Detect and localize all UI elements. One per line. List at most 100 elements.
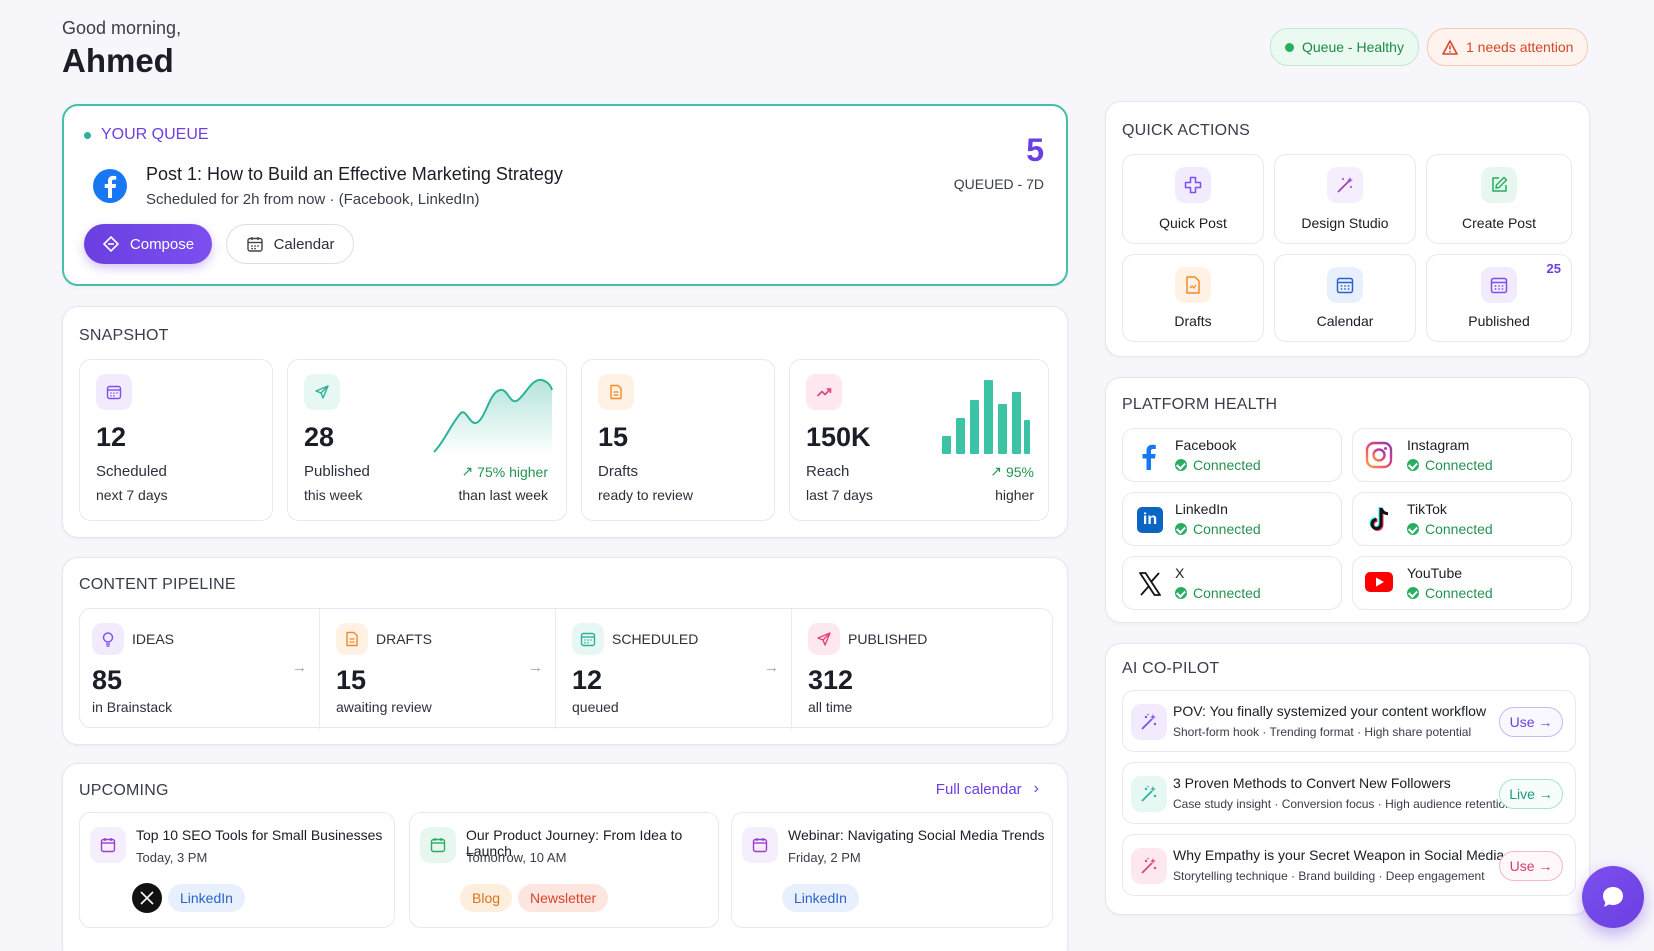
facebook-icon: [93, 169, 127, 203]
queue-post-meta: Scheduled for 2h from now · (Facebook, L…: [146, 191, 480, 208]
ai-copilot-card: AI CO-PILOT POV: You finally systemized …: [1105, 643, 1590, 915]
calendar-button[interactable]: Calendar: [226, 224, 354, 264]
use-suggestion-button[interactable]: Use →: [1499, 707, 1563, 737]
reach-sub: last 7 days: [806, 487, 873, 503]
published-trend-sub: than last week: [458, 487, 549, 503]
stage-sub: queued: [572, 699, 619, 715]
quick-post-button[interactable]: Quick Post: [1122, 154, 1264, 244]
upcoming-time: Friday, 2 PM: [788, 850, 861, 865]
stage-sub: all time: [808, 699, 853, 715]
compose-button[interactable]: Compose: [84, 224, 212, 264]
queue-health-badge[interactable]: Queue - Healthy: [1270, 28, 1419, 66]
status-dot-icon: [1285, 42, 1294, 52]
reach-bar-chart: [942, 380, 1030, 454]
arrow-right-icon: →: [292, 659, 307, 676]
suggestion-title: 3 Proven Methods to Convert New Follower…: [1173, 775, 1451, 791]
tag-blog[interactable]: Blog: [460, 884, 513, 912]
snapshot-reach[interactable]: 150K Reach last 7 days ↗ 95% higher: [789, 359, 1049, 521]
pipeline-stage-ideas[interactable]: IDEAS 85 in Brainstack →: [80, 609, 320, 729]
ai-suggestion[interactable]: Why Empathy is your Secret Weapon in Soc…: [1122, 834, 1576, 896]
calendar-icon: [96, 374, 132, 410]
x-logo-icon: [1139, 572, 1161, 596]
quick-action-label: Calendar: [1316, 313, 1374, 329]
platform-health-card: PLATFORM HEALTH Facebook Connected Insta…: [1105, 377, 1590, 623]
lightbulb-icon: [92, 623, 124, 655]
magic-wand-icon: [1327, 167, 1363, 203]
upcoming-time: Tomorrow, 10 AM: [466, 850, 567, 865]
queue-health-label: Queue - Healthy: [1302, 39, 1404, 55]
check-circle-icon: [1175, 523, 1187, 535]
queue-card: YOUR QUEUE Post 1: How to Build an Effec…: [62, 104, 1068, 286]
chat-fab-button[interactable]: [1582, 866, 1644, 928]
live-suggestion-button[interactable]: Live →: [1499, 779, 1563, 809]
tag-newsletter[interactable]: Newsletter: [518, 884, 609, 912]
sparkle-wand-icon: [1131, 776, 1167, 812]
trend-up-icon: ↗: [461, 463, 474, 479]
tag-linkedin[interactable]: LinkedIn: [782, 884, 859, 912]
quick-actions-card: QUICK ACTIONS Quick Post Design Studio C…: [1105, 101, 1590, 357]
snapshot-drafts[interactable]: 15 Drafts ready to review: [581, 359, 775, 521]
chat-bubble-icon: [1603, 887, 1623, 907]
pipeline-stage-published[interactable]: PUBLISHED 312 all time: [792, 609, 1052, 729]
platform-status: Connected: [1175, 585, 1261, 601]
check-circle-icon: [1175, 587, 1187, 599]
tiktok-icon: [1369, 507, 1389, 531]
check-circle-icon: [1407, 459, 1419, 471]
compose-icon: [102, 235, 120, 253]
x-logo-icon: [132, 883, 162, 913]
stage-value: 312: [808, 665, 854, 695]
ai-suggestion[interactable]: POV: You finally systemized your content…: [1122, 690, 1576, 752]
quick-action-label: Design Studio: [1301, 215, 1389, 231]
drafts-button[interactable]: Drafts: [1122, 254, 1264, 342]
document-icon: [1175, 267, 1211, 303]
quick-action-label: Quick Post: [1159, 215, 1227, 231]
platform-x[interactable]: X Connected: [1122, 556, 1342, 610]
snapshot-published[interactable]: 28 Published this week ↗ 75% higher than …: [287, 359, 567, 521]
check-circle-icon: [1407, 523, 1419, 535]
pipeline-card: CONTENT PIPELINE IDEAS 85 in Brainstack …: [62, 557, 1068, 745]
tag-linkedin[interactable]: LinkedIn: [168, 884, 245, 912]
arrow-right-icon: →: [528, 659, 543, 676]
upcoming-title-text: Webinar: Navigating Social Media Trends: [788, 827, 1045, 843]
platform-facebook[interactable]: Facebook Connected: [1122, 428, 1342, 482]
published-button[interactable]: 25 Published: [1426, 254, 1572, 342]
upcoming-item[interactable]: Top 10 SEO Tools for Small Businesses To…: [79, 812, 395, 928]
snapshot-scheduled[interactable]: 12 Scheduled next 7 days: [79, 359, 273, 521]
full-calendar-link[interactable]: Full calendar ›: [935, 780, 1039, 798]
reach-label: Reach: [806, 463, 850, 480]
pipeline-stage-drafts[interactable]: DRAFTS 15 awaiting review →: [320, 609, 556, 729]
create-post-button[interactable]: Create Post: [1426, 154, 1572, 244]
use-suggestion-button[interactable]: Use →: [1499, 851, 1563, 881]
upcoming-item[interactable]: Our Product Journey: From Idea to Launch…: [409, 812, 719, 928]
ai-suggestion[interactable]: 3 Proven Methods to Convert New Follower…: [1122, 762, 1576, 824]
platform-name: X: [1175, 565, 1185, 581]
quick-action-label: Create Post: [1462, 215, 1536, 231]
trend-up-icon: ↗: [990, 463, 1002, 479]
platform-youtube[interactable]: YouTube Connected: [1352, 556, 1572, 610]
upcoming-time: Today, 3 PM: [136, 850, 208, 865]
quick-action-label: Published: [1468, 313, 1530, 329]
drafts-sub: ready to review: [598, 487, 693, 503]
attention-badge[interactable]: 1 needs attention: [1427, 28, 1589, 66]
pipeline-title: CONTENT PIPELINE: [79, 576, 236, 593]
quick-action-label: Drafts: [1174, 313, 1212, 329]
platform-tiktok[interactable]: TikTok Connected: [1352, 492, 1572, 546]
design-studio-button[interactable]: Design Studio: [1274, 154, 1416, 244]
greeting-salutation: Good morning,: [62, 18, 182, 38]
check-circle-icon: [1407, 587, 1419, 599]
upcoming-title-text: Top 10 SEO Tools for Small Businesses: [136, 827, 383, 843]
platform-instagram[interactable]: Instagram Connected: [1352, 428, 1572, 482]
drafts-label: Drafts: [598, 463, 639, 480]
suggestion-meta: Case study insight · Conversion focus · …: [1173, 797, 1512, 811]
suggestion-meta: Short-form hook · Trending format · High…: [1173, 725, 1472, 739]
pipeline-stage-scheduled[interactable]: SCHEDULED 12 queued →: [556, 609, 792, 729]
sparkle-wand-icon: [1131, 704, 1167, 740]
queue-post-title[interactable]: Post 1: How to Build an Effective Market…: [146, 164, 563, 184]
calendar-action-button[interactable]: Calendar: [1274, 254, 1416, 342]
platform-linkedin[interactable]: in LinkedIn Connected: [1122, 492, 1342, 546]
platform-status: Connected: [1407, 457, 1493, 473]
upcoming-title-text: Our Product Journey: From Idea to Launch: [466, 827, 683, 859]
upcoming-item[interactable]: Webinar: Navigating Social Media Trends …: [731, 812, 1053, 928]
suggestion-title: Why Empathy is your Secret Weapon in Soc…: [1173, 847, 1505, 863]
instagram-icon: [1365, 441, 1393, 469]
